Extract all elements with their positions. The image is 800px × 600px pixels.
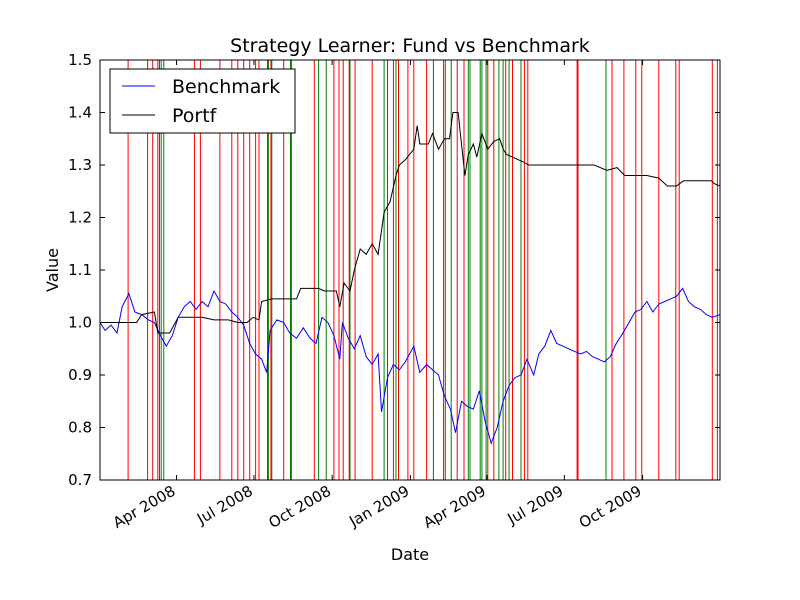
y-tick-label: 1.4	[68, 104, 92, 122]
y-axis-label: Value	[43, 248, 62, 292]
y-tick-label: 1.5	[68, 51, 92, 69]
legend-label: Portf	[172, 105, 218, 127]
y-tick-label: 0.9	[68, 366, 92, 384]
x-tick-label: Jul 2009	[504, 482, 567, 529]
y-tick-label: 1.0	[68, 314, 92, 332]
y-tick-label: 0.7	[68, 471, 92, 489]
y-tick-label: 1.3	[68, 156, 92, 174]
x-axis-label: Date	[391, 545, 429, 564]
series-line-portf	[100, 112, 720, 334]
series-lines	[100, 112, 720, 445]
x-tick-label: Jul 2008	[193, 482, 256, 529]
y-axis: 0.7 0.8 0.9 1.0 1.1 1.2 1.3 1.4 1.5	[68, 51, 720, 489]
y-tick-label: 1.2	[68, 209, 92, 227]
y-tick-label: 0.8	[68, 419, 92, 437]
x-tick-label: Apr 2008	[110, 482, 179, 532]
x-tick-label: Jan 2009	[345, 482, 412, 531]
series-line-benchmark	[100, 287, 720, 445]
legend: Benchmark Portf	[109, 68, 296, 134]
x-tick-label: Apr 2009	[420, 482, 489, 532]
legend-label: Benchmark	[172, 76, 280, 98]
x-tick-label: Oct 2009	[576, 482, 645, 532]
legend-box	[109, 68, 296, 134]
x-tick-label: Oct 2008	[266, 482, 335, 532]
y-tick-label: 1.1	[68, 261, 92, 279]
chart-title: Strategy Learner: Fund vs Benchmark	[230, 35, 590, 57]
